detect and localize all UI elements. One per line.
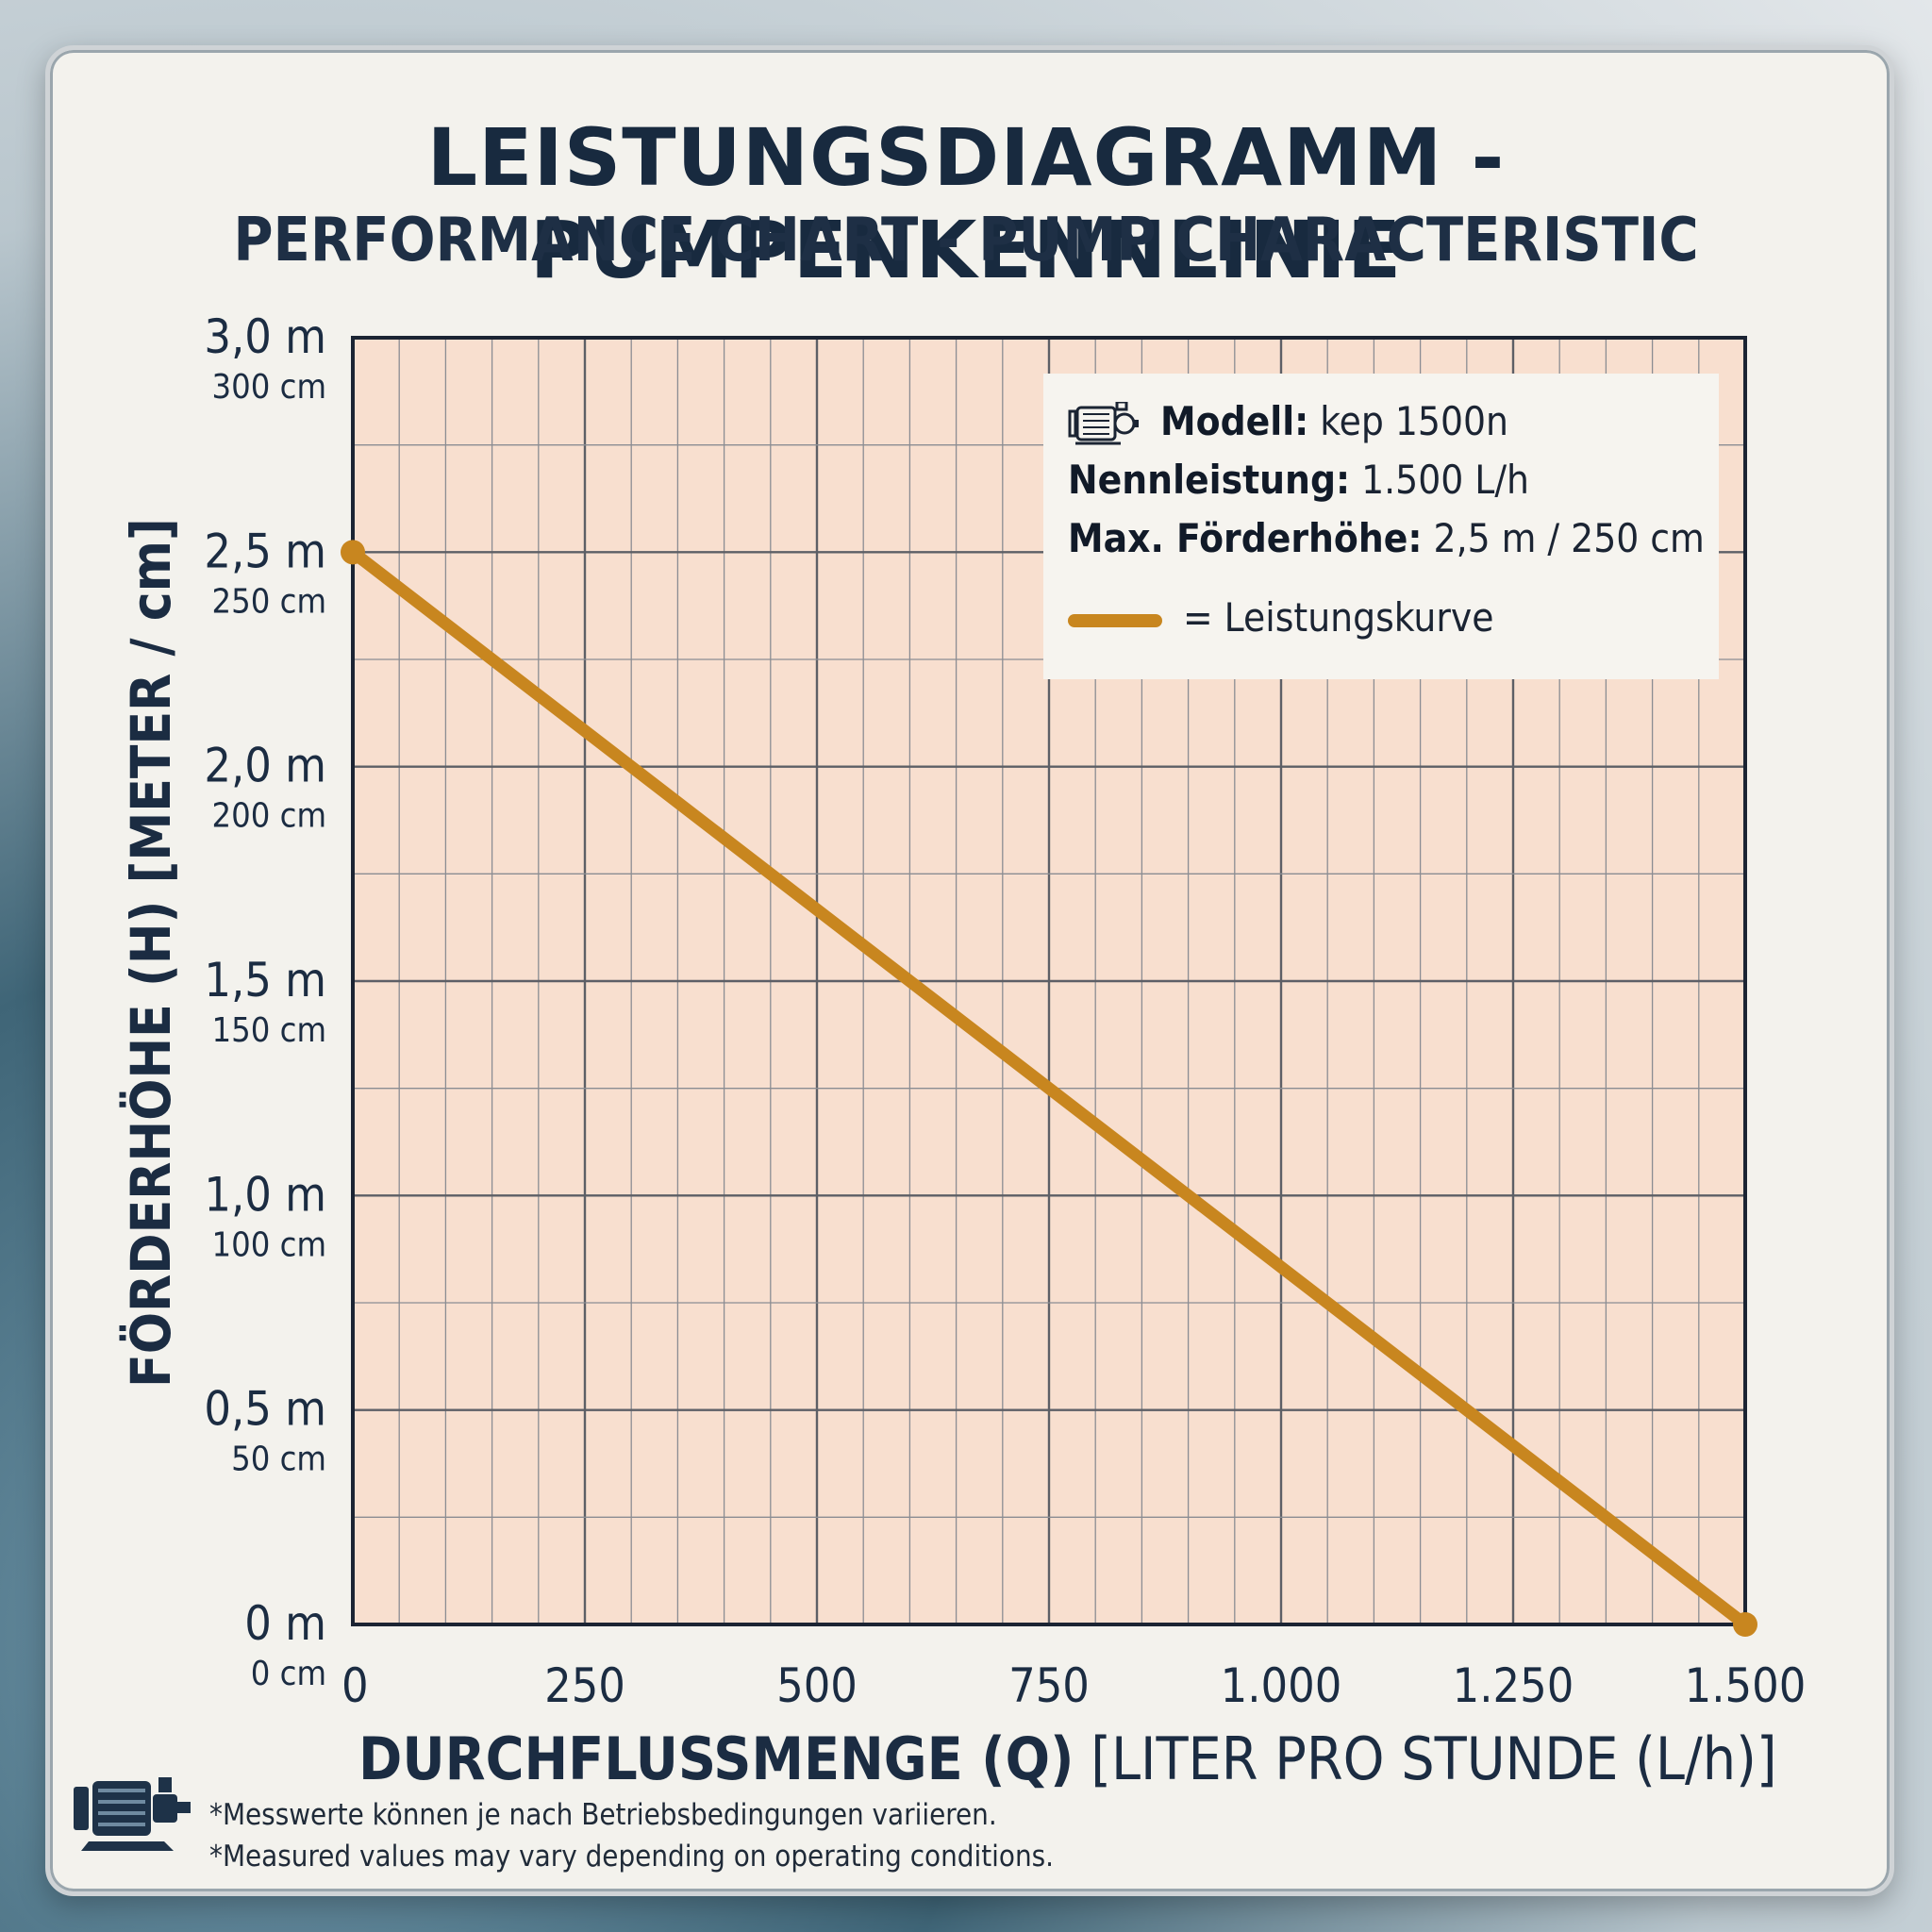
x-axis-title: DURCHFLUSSMENGE (Q) [LITER PRO STUNDE (L… [358,1724,1777,1793]
y-tick-label: 2,5 m [204,524,326,578]
x-axis-title-unit: [LITER PRO STUNDE (L/h)] [1091,1724,1777,1793]
footnote-en: *Measured values may vary depending on o… [209,1840,1055,1874]
y-tick-sublabel: 200 cm [212,797,326,836]
x-tick-label: 1.250 [1453,1658,1574,1713]
y-tick-label: 0,5 m [204,1382,326,1437]
legend-head-value: 2,5 m / 250 cm [1433,515,1705,561]
y-axis-title-text: FÖRDERHÖHE (H) [METER / cm] [119,518,183,1388]
motor-icon [1068,401,1139,444]
legend-model-label: Modell: [1160,398,1309,444]
footnote: *Messwerte können je nach Betriebsbeding… [209,1794,1054,1877]
y-tick-sublabel: 300 cm [212,368,326,407]
plot-frame [351,336,1747,1626]
chart-subtitle: PERFORMANCE CHART - PUMP CHARACTERISTIC [233,206,1699,275]
pump-icon [74,1777,191,1851]
legend-rated-label: Nennleistung: [1068,457,1351,503]
series-line-leistungskurve [346,545,1752,1631]
legend-model-row: Modell: kep 1500n [1068,392,1719,451]
legend-curve-swatch [1068,613,1162,627]
x-tick-label: 500 [776,1658,858,1713]
y-tick-label: 3,0 m [204,309,326,364]
y-tick-sublabel: 250 cm [212,582,326,621]
data-point [1733,1612,1757,1637]
x-tick-label: 250 [544,1658,625,1713]
x-tick-label: 750 [1008,1658,1090,1713]
y-tick-sublabel: 150 cm [212,1011,326,1050]
x-tick-label: 1.500 [1685,1658,1807,1713]
x-tick-label: 1.000 [1221,1658,1342,1713]
y-tick-sublabel: 100 cm [212,1225,326,1264]
y-tick-label: 2,0 m [204,739,326,793]
y-tick-sublabel: 50 cm [231,1441,326,1479]
footnote-de: *Messwerte können je nach Betriebsbeding… [209,1798,997,1832]
chart-title: LEISTUNGSDIAGRAMM - PUMPENKENNLINIE [426,111,1506,296]
x-tick-label: 0 [341,1658,369,1713]
chart-legend: Modell: kep 1500n Nennleistung: 1.500 L/… [1043,374,1719,679]
y-tick-label: 1,5 m [204,953,326,1008]
data-point [341,540,365,565]
y-tick-sublabel: 0 cm [251,1655,326,1693]
legend-model-value: kep 1500n [1320,398,1508,444]
legend-curve-row: = Leistungskurve [1068,589,1719,647]
x-axis-title-bold: DURCHFLUSSMENGE (Q) [358,1724,1074,1793]
legend-rated-value: 1.500 L/h [1361,457,1530,503]
legend-rated-row: Nennleistung: 1.500 L/h [1068,451,1719,509]
y-tick-label: 0 m [244,1596,326,1651]
y-tick-label: 1,0 m [204,1167,326,1222]
legend-head-label: Max. Förderhöhe: [1068,515,1423,561]
legend-curve-label: = Leistungskurve [1183,594,1494,641]
legend-head-row: Max. Förderhöhe: 2,5 m / 250 cm [1068,509,1719,568]
